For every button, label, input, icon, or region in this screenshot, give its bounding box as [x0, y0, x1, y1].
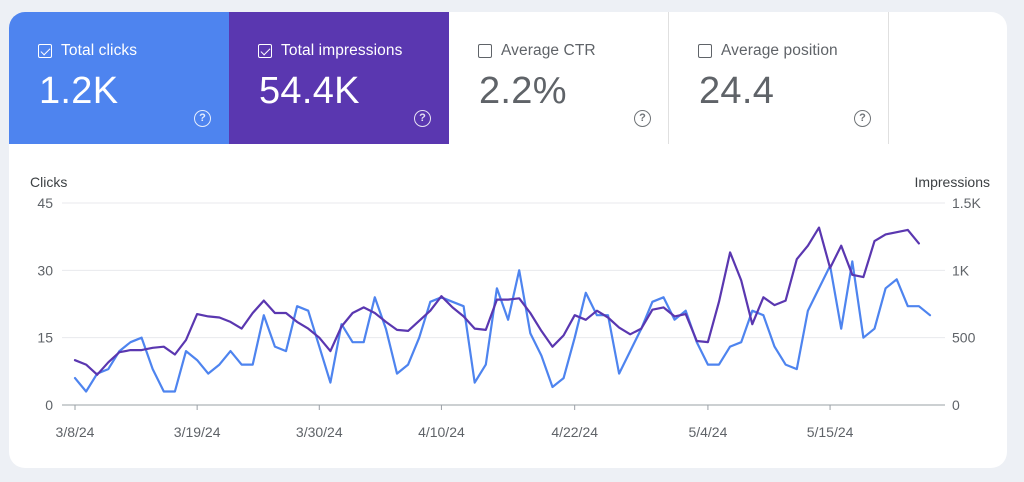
metric-total-impressions[interactable]: Total impressions 54.4K ? [229, 12, 449, 144]
help-icon[interactable]: ? [414, 110, 431, 127]
metric-value: 2.2% [479, 70, 567, 112]
metric-header: Average position [698, 42, 838, 60]
help-icon[interactable]: ? [634, 110, 651, 127]
metric-value: 54.4K [259, 70, 360, 112]
metric-value: 24.4 [699, 70, 775, 112]
metric-total-clicks[interactable]: Total clicks 1.2K ? [9, 12, 229, 144]
metric-label: Average position [721, 42, 838, 59]
checkbox-unchecked-icon[interactable] [698, 44, 712, 58]
metric-header: Total clicks [38, 42, 137, 60]
metric-header: Average CTR [478, 42, 596, 60]
metric-average-ctr[interactable]: Average CTR 2.2% ? [449, 12, 669, 144]
checkbox-checked-icon[interactable] [38, 44, 52, 58]
help-icon[interactable]: ? [194, 110, 211, 127]
checkbox-unchecked-icon[interactable] [478, 44, 492, 58]
checkbox-checked-icon[interactable] [258, 44, 272, 58]
metric-tabs: Total clicks 1.2K ? Total impressions 54… [9, 12, 889, 144]
metric-label: Total impressions [281, 42, 403, 59]
metric-label: Average CTR [501, 42, 596, 59]
metric-label: Total clicks [61, 42, 138, 59]
metric-average-position[interactable]: Average position 24.4 ? [669, 12, 889, 144]
metric-value: 1.2K [39, 70, 119, 112]
help-icon[interactable]: ? [854, 110, 871, 127]
metric-header: Total impressions [258, 42, 402, 60]
performance-card: Total clicks 1.2K ? Total impressions 54… [9, 12, 1007, 468]
